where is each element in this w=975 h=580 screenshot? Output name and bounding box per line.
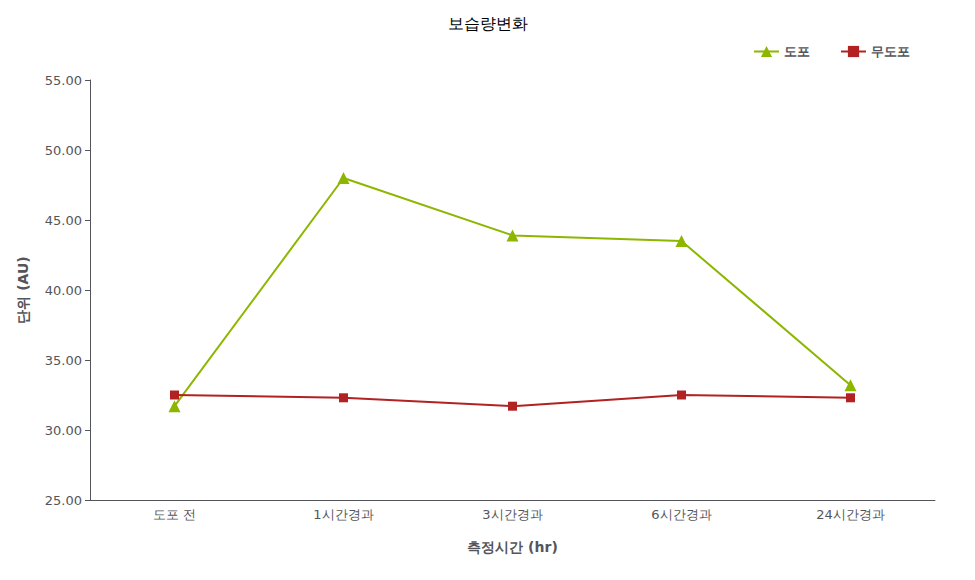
svg-text:45.00: 45.00 bbox=[45, 213, 82, 228]
svg-text:무도포: 무도포 bbox=[871, 44, 910, 59]
svg-text:보습량변화: 보습량변화 bbox=[448, 14, 528, 33]
svg-text:6시간경과: 6시간경과 bbox=[651, 507, 711, 522]
svg-text:단위 (AU): 단위 (AU) bbox=[15, 256, 31, 323]
svg-text:50.00: 50.00 bbox=[45, 143, 82, 158]
svg-text:30.00: 30.00 bbox=[45, 423, 82, 438]
svg-text:24시간경과: 24시간경과 bbox=[816, 507, 885, 522]
svg-text:40.00: 40.00 bbox=[45, 283, 82, 298]
svg-text:55.00: 55.00 bbox=[45, 73, 82, 88]
svg-text:35.00: 35.00 bbox=[45, 353, 82, 368]
svg-text:도포: 도포 bbox=[784, 44, 810, 59]
svg-text:측정시간 (hr): 측정시간 (hr) bbox=[467, 539, 558, 555]
svg-text:1시간경과: 1시간경과 bbox=[313, 507, 373, 522]
svg-text:도포 전: 도포 전 bbox=[153, 507, 196, 522]
svg-text:25.00: 25.00 bbox=[45, 493, 82, 508]
svg-text:3시간경과: 3시간경과 bbox=[482, 507, 542, 522]
